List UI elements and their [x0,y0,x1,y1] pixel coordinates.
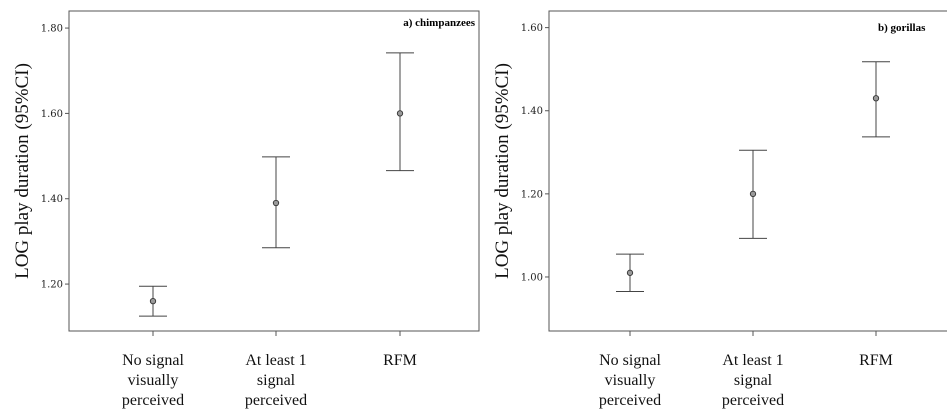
x-category-label: signal [734,372,773,389]
mean-point [396,110,404,117]
x-category-label: No signal [599,352,661,369]
y-axis-label: LOG play duration (95%CI) [492,63,513,279]
x-category-label: At least 1 [245,352,306,369]
panel-title: a) chimpanzees [403,17,476,29]
panel-title: b) gorillas [878,22,926,34]
x-category-label: perceived [245,392,307,409]
y-axis-label: LOG play duration (95%CI) [12,63,33,279]
x-category-label: visually [128,372,179,389]
y-tick-label: 1.20 [521,189,543,200]
y-tick-label: 1.60 [41,109,63,120]
y-axis-ticks: 1.20 1.40 1.60 1.80 [41,24,69,291]
category-labels: No signal visually perceived At least 1 sign… [122,352,417,409]
errorbar-series [139,52,414,336]
y-tick-label: 1.20 [41,280,63,291]
y-tick-label: 1.80 [41,24,63,35]
x-category-label: RFM [383,352,417,369]
x-category-label: perceived [122,392,184,409]
x-category-label: perceived [599,392,661,409]
mean-point [626,269,634,276]
category-labels: No signal visually perceived At least 1 sign… [599,352,893,409]
y-tick-label: 1.40 [41,194,63,205]
y-tick-label: 1.00 [521,272,543,283]
x-category-label: RFM [859,352,893,369]
y-axis-ticks: 1.00 1.20 1.40 1.60 [521,23,549,283]
x-category-label: signal [257,372,296,389]
x-category-label: perceived [722,392,784,409]
mean-point [749,190,757,198]
panel-gorillas: b) gorillas LOG play duration (95%CI) 1.… [492,10,947,409]
x-category-label: visually [605,372,656,389]
errorbar-series [616,61,890,336]
y-tick-label: 1.60 [521,23,543,34]
mean-point [149,297,157,305]
x-category-label: No signal [122,352,184,369]
mean-point [872,95,880,102]
panel-chimpanzees: a) chimpanzees LOG play duration (95%CI)… [12,10,480,409]
plot-frame [548,10,947,332]
y-tick-label: 1.40 [521,106,543,117]
mean-point [272,199,280,207]
x-category-label: At least 1 [722,352,783,369]
plot-frame [68,10,480,332]
